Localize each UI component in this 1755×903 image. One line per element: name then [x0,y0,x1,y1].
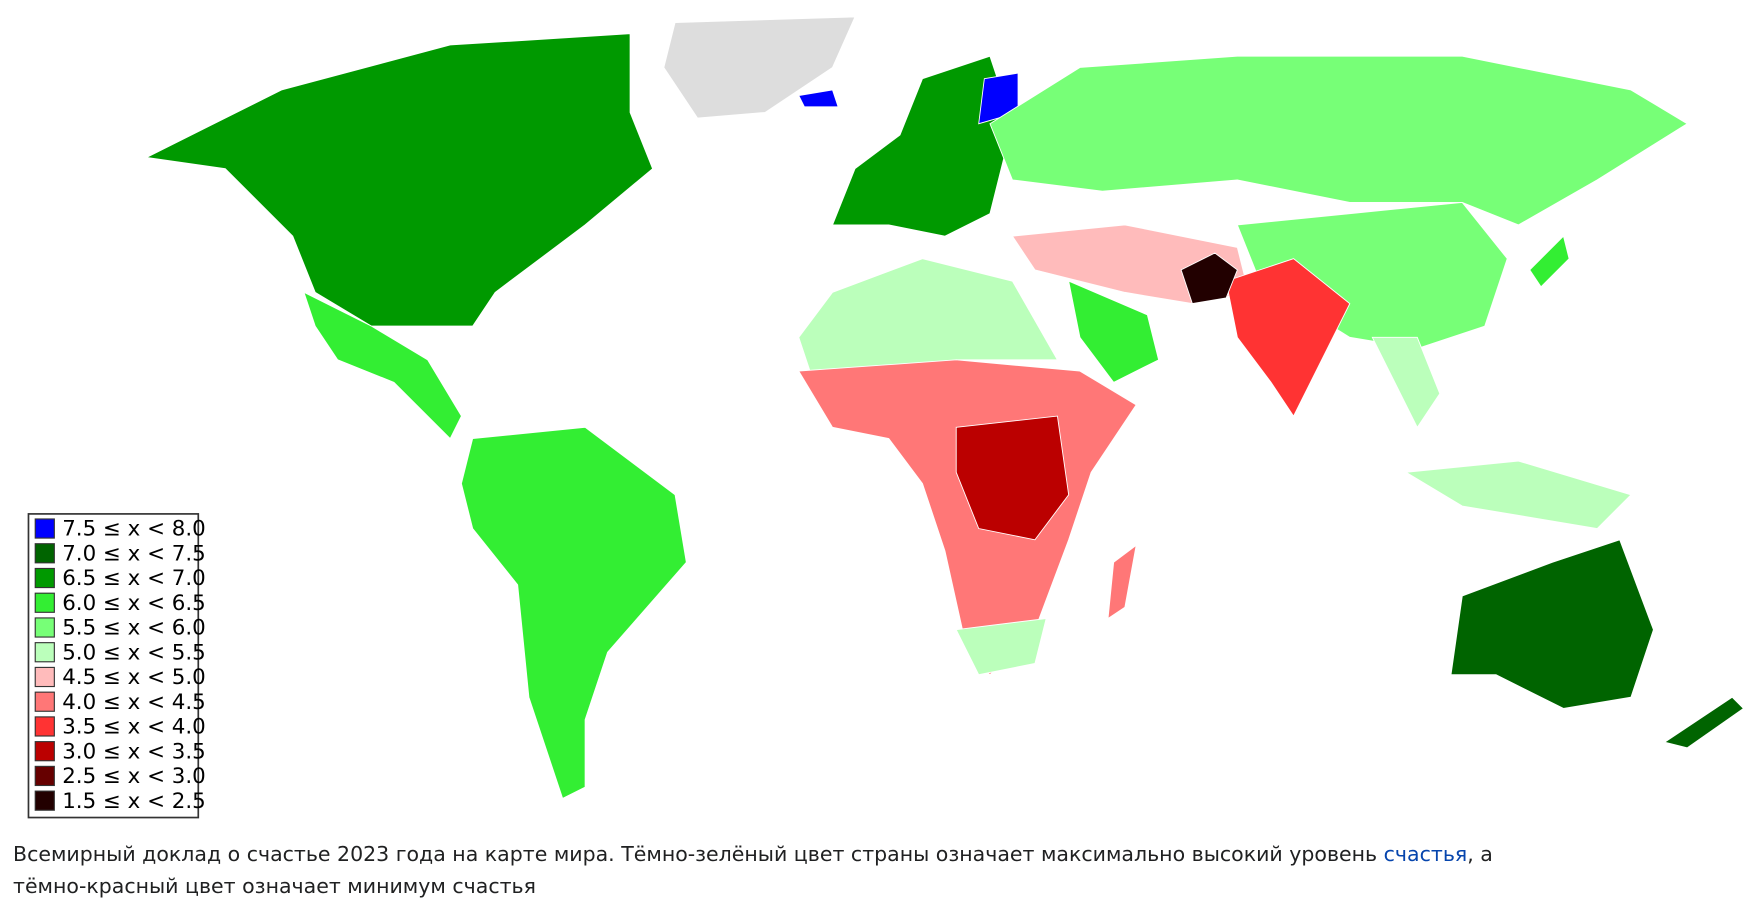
legend-box [27,513,200,819]
legend-swatch [34,567,55,589]
legend-swatch [34,592,55,613]
legend-label: 4.5 ≤ x < 5.0 [62,665,206,690]
afghanistan [1180,252,1238,305]
legend-swatch [34,543,55,564]
legend-label: 3.0 ≤ x < 3.5 [62,739,206,764]
legend-label: 1.5 ≤ x < 2.5 [62,789,206,814]
legend-swatch [34,741,55,762]
caption-text: , а тёмно-красный цвет означает минимум … [13,842,1493,898]
caption-link[interactable]: счастья [1383,842,1468,866]
legend: 7.5 ≤ x < 8.07.0 ≤ x < 7.56.5 ≤ x < 7.06… [27,513,206,819]
indonesia [1404,460,1632,530]
caption-text: Всемирный доклад о счастье 2023 года на … [13,842,1384,866]
greenland [663,16,856,119]
southern-africa [955,617,1047,676]
southeast-asia [1371,336,1441,429]
legend-label: 5.0 ≤ x < 5.5 [62,640,206,665]
saudi-arabia [1068,280,1160,383]
legend-swatch [34,642,55,663]
new-zealand [1663,696,1745,749]
north-africa [798,258,1059,372]
legend-swatch [34,765,55,787]
legend-swatch [34,790,55,811]
legend-label: 2.5 ≤ x < 3.0 [62,764,206,789]
legend-label: 6.5 ≤ x < 7.0 [62,566,206,591]
countries [145,16,1745,800]
legend-label: 5.5 ≤ x < 6.0 [62,616,206,641]
madagascar [1107,544,1137,620]
legend-label: 6.0 ≤ x < 6.5 [62,591,206,616]
iceland [798,89,839,108]
legend-label: 3.5 ≤ x < 4.0 [62,715,206,740]
caption: Всемирный доклад о счастье 2023 года на … [13,838,1558,902]
legend-swatch [34,716,55,737]
north-america [145,33,654,327]
central-america [303,291,462,440]
legend-label: 7.5 ≤ x < 8.0 [62,517,206,542]
australia [1450,539,1654,709]
sub-saharan-africa [798,359,1137,676]
legend-label: 7.0 ≤ x < 7.5 [62,541,206,566]
legend-label: 4.0 ≤ x < 4.5 [62,690,206,715]
central-africa [955,415,1070,541]
south-america [460,426,687,800]
legend-swatch [34,691,55,712]
india [1225,258,1351,417]
legend-swatch [34,518,55,539]
russia [989,55,1689,226]
legend-swatch [34,666,55,688]
japan [1529,235,1570,288]
legend-swatch [34,617,55,638]
